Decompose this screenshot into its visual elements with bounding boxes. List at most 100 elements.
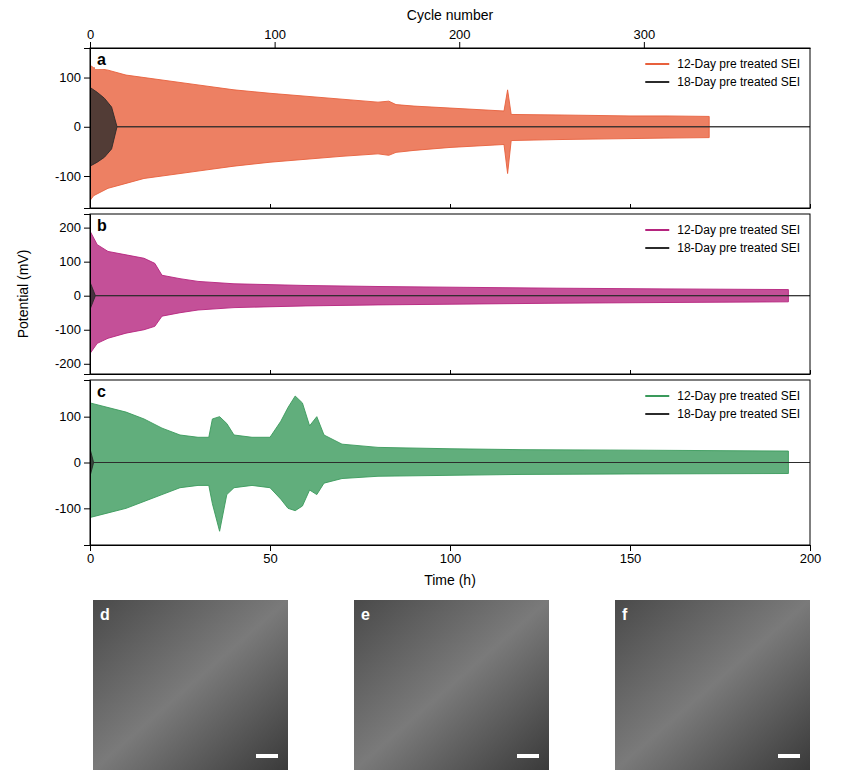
tick-mark (84, 296, 90, 297)
tick (810, 370, 811, 374)
legend-swatch (645, 81, 669, 83)
legend-item: 12-Day pre treated SEI (645, 223, 800, 237)
voltage-band (90, 282, 810, 309)
tick: 100 (264, 27, 286, 48)
tick-mark (270, 204, 271, 208)
tick: 150 (620, 545, 642, 566)
tick-mark (270, 370, 271, 374)
tick-mark (90, 545, 91, 551)
legend-item: 12-Day pre treated SEI (645, 57, 800, 71)
axis-line (84, 381, 91, 546)
micrograph: d (93, 600, 288, 770)
tick-mark (630, 370, 631, 374)
micrograph-image (354, 600, 549, 770)
tick: 100 (59, 254, 90, 269)
legend-label: 18-Day pre treated SEI (677, 407, 800, 421)
tick: 200 (449, 27, 471, 48)
tick-mark (84, 262, 90, 263)
panel-letter-group: a (95, 50, 108, 69)
tick-mark (450, 545, 451, 551)
x2-axis: 0 100 200 300 (87, 27, 811, 49)
micrograph-image (93, 600, 288, 770)
tick-mark (90, 370, 91, 374)
tick: 0 (74, 455, 90, 470)
x-axis (91, 370, 811, 375)
legend-label: 18-Day pre treated SEI (677, 241, 800, 255)
tick-mark (810, 370, 811, 374)
tick-mark (644, 42, 645, 48)
tick (630, 204, 631, 208)
tick-label: 200 (449, 27, 471, 42)
voltage-band (90, 65, 709, 200)
plot-frame (90, 380, 810, 545)
tick (810, 204, 811, 208)
tick-mark (84, 78, 90, 79)
panel: -100 0 1000 100 200 300 Cycle number a 12-Day pr… (55, 7, 811, 209)
tick-label: 0 (87, 551, 94, 566)
tick-label: -100 (55, 501, 81, 516)
tick-label: 200 (800, 551, 822, 566)
legend-swatch (645, 247, 669, 249)
tick-label: 0 (74, 455, 81, 470)
plot-area (90, 396, 810, 531)
tick: 200 (59, 220, 90, 235)
tick-mark (84, 228, 90, 229)
tick: 0 (74, 119, 90, 134)
panel-letter: b (97, 217, 107, 234)
panel-letter: a (97, 51, 106, 68)
scale-bar (778, 754, 800, 758)
tick (450, 204, 451, 208)
tick-mark (275, 42, 276, 48)
voltage-band (90, 449, 810, 477)
panel-letter-bg (95, 382, 108, 401)
tick-label: 200 (59, 220, 81, 235)
tick-mark (84, 417, 90, 418)
y-axis: -1000100 (55, 49, 91, 209)
tick-mark (84, 463, 90, 464)
micrograph-image (615, 600, 810, 770)
legend: 12-Day pre treated SEI 18-Day pre treated… (645, 223, 800, 255)
tick-label: -200 (55, 356, 81, 371)
axis-title: Cycle number (407, 7, 494, 23)
tick-label: 0 (87, 27, 94, 42)
panel-letter: c (97, 383, 106, 400)
tick (630, 370, 631, 374)
legend-item: 18-Day pre treated SEI (645, 241, 800, 255)
tick-label: -100 (55, 169, 81, 184)
tick-label: 100 (440, 551, 462, 566)
tick (90, 204, 91, 208)
y-axis: -200-1000100200 (55, 215, 91, 375)
tick-mark (270, 545, 271, 551)
tick-mark (84, 364, 90, 365)
tick-label: 300 (633, 27, 655, 42)
tick: 0 (74, 288, 90, 303)
panel: -100 0 100 0 50 100 150 200 Time (h) c 12-Day pre … (55, 380, 821, 588)
axis-line (84, 49, 91, 209)
panel-letter-group: b (95, 216, 109, 235)
tick: -100 (55, 501, 90, 516)
tick: -100 (55, 169, 90, 184)
micrograph-letter: d (100, 606, 110, 623)
axis-title: Potential (mV) (15, 250, 31, 339)
tick-mark (450, 370, 451, 374)
x-axis (91, 204, 811, 209)
scale-bar (517, 754, 539, 758)
panel-letter-bg (95, 50, 108, 69)
micrograph-letter: f (622, 606, 628, 623)
legend-item: 18-Day pre treated SEI (645, 75, 800, 89)
tick-label: 100 (59, 409, 81, 424)
tick-mark (84, 127, 90, 128)
tick: 0 (87, 27, 94, 48)
legend: 12-Day pre treated SEI 18-Day pre treated… (645, 57, 800, 89)
axis-title: Time (h) (424, 572, 476, 588)
tick: 300 (633, 27, 655, 48)
tick (90, 370, 91, 374)
legend-label: 12-Day pre treated SEI (677, 389, 800, 403)
axis-line (91, 48, 811, 49)
figure: -100 0 100 0 100 200 300 Cycle number a 12-Day pr… (0, 0, 847, 775)
tick-label: 50 (263, 551, 277, 566)
panel: -200-1000100200Potential (mV)b12-Day pre… (15, 214, 811, 375)
tick (270, 370, 271, 374)
tick-mark (630, 204, 631, 208)
tick-mark (810, 545, 811, 551)
